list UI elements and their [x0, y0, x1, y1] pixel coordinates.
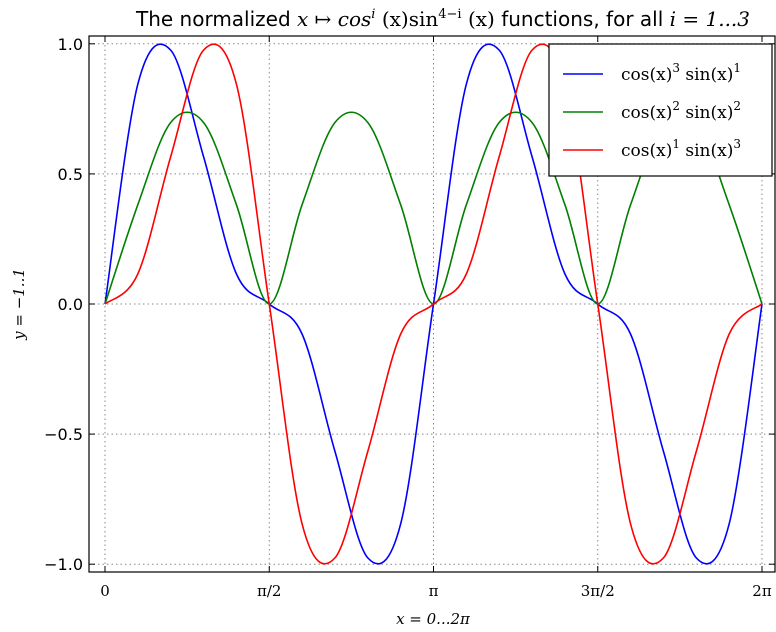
chart-title-math: x ↦ cos — [297, 7, 371, 31]
chart-title-sup2: 4−i — [438, 7, 461, 22]
y-tick-label: 0.5 — [58, 165, 83, 184]
chart-title-math3: (x) — [462, 7, 495, 31]
legend-label-3: cos(x)1 sin(x)3 — [621, 137, 741, 161]
chart-title-range: i = 1...3 — [670, 7, 750, 31]
plot-area: 0 π/2 π 3π/2 2π 1.0 0.5 0.0 −0.5 −1.0 — [44, 35, 776, 600]
y-tick-label: −1.0 — [44, 555, 83, 574]
x-tick-label: 0 — [100, 582, 110, 600]
x-tick-label: 3π/2 — [581, 582, 615, 600]
x-tick-label: π/2 — [257, 582, 281, 600]
series-line-3 — [104, 43, 763, 565]
chart-title-suffix: functions, for all — [495, 7, 670, 31]
legend-label-2: cos(x)2 sin(x)2 — [621, 99, 741, 123]
y-tick-label: −0.5 — [44, 425, 83, 444]
chart-title: The normalized x ↦ cosi (x)sin4−i (x) fu… — [135, 7, 750, 31]
axis-ticks: 0 π/2 π 3π/2 2π 1.0 0.5 0.0 −0.5 −1.0 — [44, 35, 775, 600]
chart-title-prefix: The normalized — [135, 7, 297, 31]
legend-label-1: cos(x)3 sin(x)1 — [621, 61, 741, 85]
chart-title-math2: (x)sin — [375, 7, 438, 31]
legend-box — [548, 43, 773, 177]
x-tick-label: π — [429, 582, 439, 600]
y-tick-label: 1.0 — [58, 35, 83, 54]
y-tick-label: 0.0 — [58, 295, 83, 314]
x-axis-label: x = 0...2π — [396, 610, 471, 628]
chart-title-sup1: i — [371, 7, 375, 22]
y-axis-label: y = −1..1 — [10, 268, 28, 341]
x-tick-label: 2π — [752, 582, 772, 600]
legend: cos(x)3 sin(x)1 cos(x)2 sin(x)2 cos(x)1 si… — [548, 43, 773, 177]
